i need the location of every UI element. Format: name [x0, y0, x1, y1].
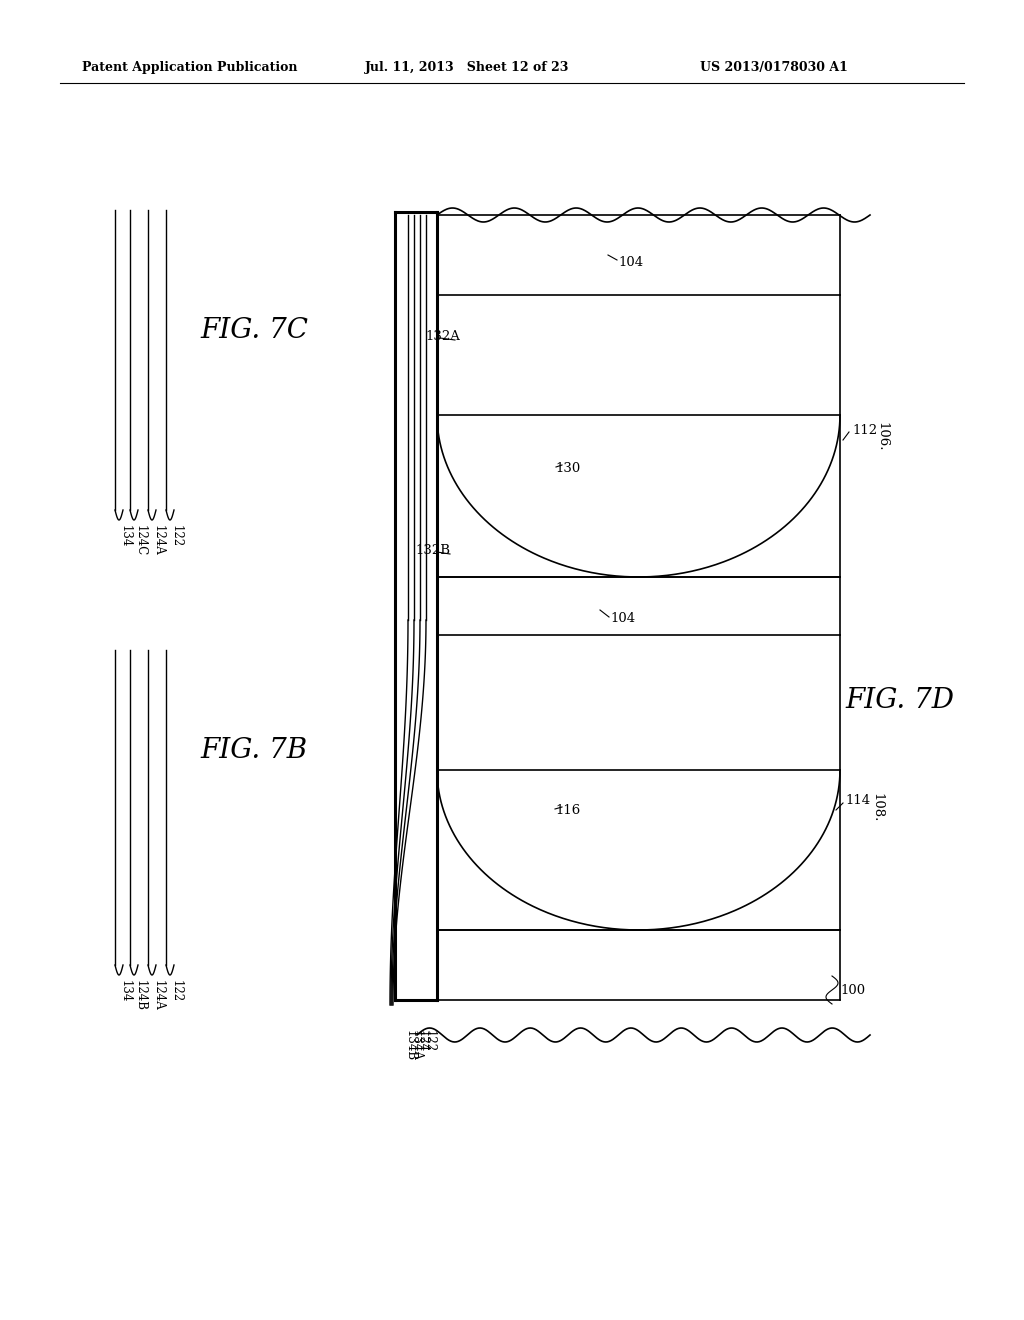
Text: 124: 124 — [416, 1030, 429, 1052]
Text: 134A: 134A — [410, 1030, 423, 1061]
Text: 132A: 132A — [425, 330, 460, 342]
Text: 122: 122 — [170, 979, 183, 1002]
Text: Patent Application Publication: Patent Application Publication — [82, 62, 298, 74]
Text: 134: 134 — [119, 525, 132, 548]
Text: Jul. 11, 2013   Sheet 12 of 23: Jul. 11, 2013 Sheet 12 of 23 — [365, 62, 569, 74]
Text: 100: 100 — [840, 983, 865, 997]
Text: 106.: 106. — [874, 422, 888, 451]
Text: 124A: 124A — [152, 979, 165, 1011]
Text: 134B: 134B — [404, 1030, 417, 1061]
Text: 114: 114 — [845, 793, 870, 807]
Text: FIG. 7C: FIG. 7C — [200, 317, 308, 343]
Text: 132B: 132B — [415, 544, 450, 557]
Text: 116: 116 — [555, 804, 581, 817]
Text: 104: 104 — [610, 611, 635, 624]
Text: 112: 112 — [852, 424, 878, 437]
Text: 124C: 124C — [134, 525, 147, 556]
Text: 122: 122 — [423, 1030, 436, 1052]
Text: FIG. 7B: FIG. 7B — [200, 737, 307, 763]
Text: 108.: 108. — [870, 793, 883, 822]
Text: US 2013/0178030 A1: US 2013/0178030 A1 — [700, 62, 848, 74]
Text: 104: 104 — [618, 256, 643, 268]
Text: FIG. 7D: FIG. 7D — [845, 686, 954, 714]
Text: 124B: 124B — [134, 979, 147, 1011]
Text: 134: 134 — [119, 979, 132, 1002]
Text: 124A: 124A — [152, 525, 165, 556]
Text: 122: 122 — [170, 525, 183, 546]
Text: 130: 130 — [555, 462, 581, 474]
